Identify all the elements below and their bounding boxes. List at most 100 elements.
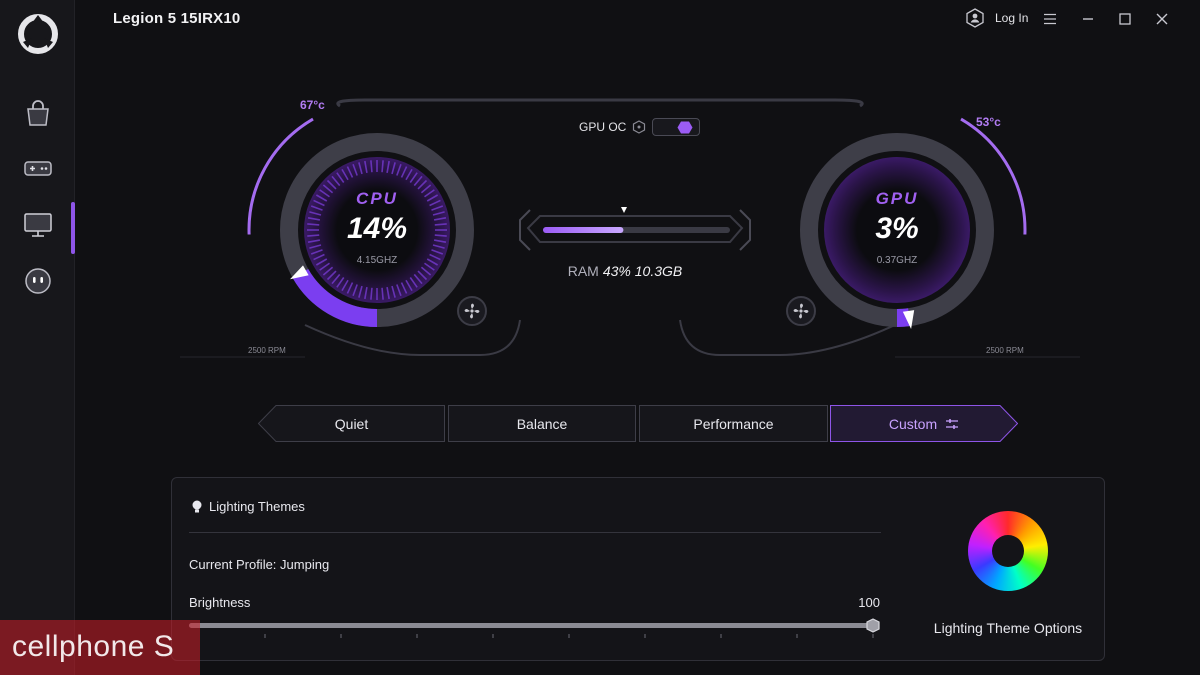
gauge-tick [420,266,432,276]
hamburger-menu-icon [1044,13,1056,25]
mode-performance-label: Performance [693,415,774,432]
legion-logo[interactable] [14,10,62,58]
gauge-tick [358,162,363,175]
gauge-tick [391,285,396,298]
gauge-tick [420,184,432,194]
gpu-needle [902,310,915,330]
cpu-usage: 14% [346,212,408,245]
gauge-tick [326,179,337,190]
ram-readout: RAM 43% 10.3GB [520,263,730,279]
gpu-gauge-face [824,157,970,303]
gauge-tick [400,166,408,178]
lighting-title-text: Lighting Themes [209,499,305,514]
sliders-icon [946,418,959,429]
mode-quiet-label: Quiet [334,415,369,432]
close-button[interactable] [1150,8,1174,30]
sidebar-item-device[interactable] [18,205,58,245]
gauge-tick [310,249,323,255]
gpu-oc-toggle[interactable] [652,118,701,136]
brightness-slider[interactable] [189,618,885,642]
gauge-tick [307,234,320,237]
gauge-tick [409,277,418,288]
gauge-tick [431,205,444,211]
gpu-oc-label: GPU OC [579,120,627,134]
maximize-button[interactable] [1113,8,1137,30]
gauge-tick [405,279,413,292]
gpu-temp-arc [960,117,1027,235]
fan-icon [793,303,809,319]
fan-icon [464,303,480,319]
gauge-tick [370,287,373,300]
cpu-usage-arc [292,268,378,328]
mode-custom-button[interactable]: Custom [830,405,1018,442]
brightness-label: Brightness [189,595,251,610]
lighting-theme-options-button[interactable]: Lighting Theme Options [933,620,1083,636]
gauge-tick [307,239,321,243]
mode-custom-label: Custom [888,415,938,432]
gpu-oc-control: GPU OC [579,118,701,136]
performance-dashboard [180,98,1080,358]
gauge-tick [426,258,439,266]
mode-quiet-button[interactable]: Quiet [258,405,445,442]
gauge-tick [307,217,321,221]
gauge-tick [432,244,445,249]
gauge-tick [364,286,368,300]
mode-performance-button[interactable]: Performance [639,405,828,442]
cpu-frequency: 4.15GHZ [356,255,398,266]
gauge-tick [341,168,349,181]
sidebar-item-assistant[interactable] [18,261,58,301]
ram-bar-fill [543,227,624,233]
gauge-tick [431,249,444,255]
divider [189,532,881,533]
brightness-slider-thumb[interactable] [866,618,880,633]
gauge-tick [396,284,402,297]
gauge-tick [309,211,322,216]
gpu-fan-button[interactable] [786,296,816,326]
gauge-tick [417,179,428,190]
menu-button[interactable] [1038,8,1062,30]
gpu-usage: 3% [875,212,919,245]
info-hex-icon[interactable] [632,120,646,134]
gauge-tick [413,273,423,285]
gauge-tick [310,205,323,211]
gauge-tick [381,287,384,300]
cpu-temp: 67°c [300,98,325,112]
gauge-tick [424,262,435,271]
brightness-slider-fill [189,623,879,628]
lighting-panel: Lighting Themes Current Profile: Jumping… [171,477,1105,661]
watermark: cellphone S [0,620,200,675]
gauge-tick [426,194,439,202]
gauge-tick [391,162,396,175]
login-label: Log In [995,11,1029,25]
mode-balance-button[interactable]: Balance [448,405,636,442]
gauge-tick [315,258,328,266]
sidebar-item-shop[interactable] [18,93,58,133]
gauge-tick [386,286,390,300]
color-wheel-icon[interactable] [968,511,1048,591]
minimize-icon [1083,18,1093,20]
gauge-tick [313,253,325,261]
gpu-fan-rpm: 2500 RPM [986,346,1024,355]
ram-label: RAM [567,263,599,279]
gauge-tick [429,253,441,261]
gauge-tick [309,244,322,249]
sidebar [0,0,75,675]
gauge-tick [341,279,349,292]
ram-value: 43% 10.3GB [602,263,683,279]
minimize-button[interactable] [1076,8,1100,30]
cpu-gauge-face [304,157,450,303]
gauge-tick [370,160,373,173]
dashboard-frame [304,98,896,356]
toggle-knob [677,121,693,134]
shopping-bag-icon [27,100,49,126]
gauge-tick [429,199,441,207]
sidebar-item-games[interactable] [18,149,58,189]
cpu-fan-button[interactable] [457,296,487,326]
gauge-tick [424,189,435,198]
ram-marker [621,207,627,213]
gauge-tick [336,172,345,183]
gauge-tick [331,175,341,187]
login-button[interactable]: Log In [965,8,1028,28]
monitor-icon [24,213,52,237]
gpu-frequency: 0.37GHZ [876,255,918,266]
